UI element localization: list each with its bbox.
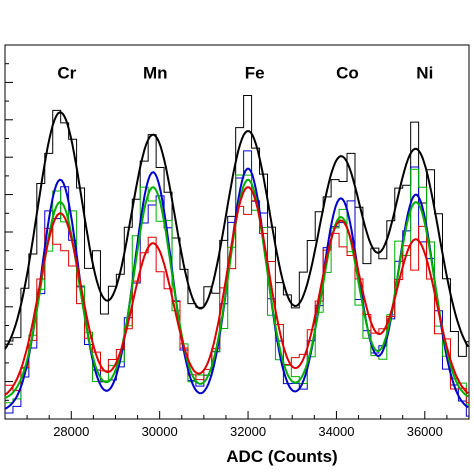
series-3-histogram bbox=[5, 200, 469, 404]
series-1-fit-curve bbox=[4, 167, 469, 410]
peak-label-layer: Cr Mn Fe Co Ni bbox=[57, 64, 433, 83]
series-3-fit-curve bbox=[4, 186, 469, 396]
y-axis-ticks bbox=[5, 44, 13, 420]
x-tick-label-4: 36000 bbox=[407, 424, 443, 439]
x-tick-label-2: 32000 bbox=[230, 424, 266, 439]
peak-label-1: Mn bbox=[143, 64, 168, 83]
peak-label-2: Fe bbox=[245, 64, 265, 83]
peak-label-0: Cr bbox=[57, 64, 76, 83]
plot-frame bbox=[4, 44, 470, 420]
series-2-fit-curve bbox=[4, 178, 469, 399]
x-tick-label-3: 34000 bbox=[318, 424, 354, 439]
x-axis-ticks: 28000 30000 32000 34000 36000 bbox=[4, 411, 470, 439]
peak-label-3: Co bbox=[336, 64, 359, 83]
x-tick-label-0: 28000 bbox=[53, 424, 89, 439]
series-0-fit-curve bbox=[4, 111, 469, 350]
series-layer bbox=[4, 95, 469, 417]
x-tick-label-1: 30000 bbox=[142, 424, 178, 439]
peak-label-4: Ni bbox=[416, 64, 433, 83]
series-0-histogram bbox=[5, 95, 469, 357]
x-axis-title: ADC (Counts) bbox=[226, 447, 337, 466]
